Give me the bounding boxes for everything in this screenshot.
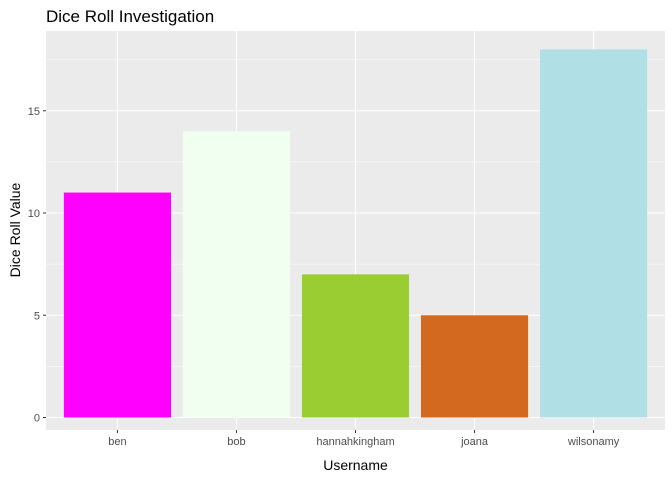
- x-tick-label: bob: [227, 436, 245, 448]
- bar-wilsonamy: [540, 49, 648, 418]
- x-tick-label: ben: [108, 436, 126, 448]
- y-tick-label: 15: [28, 106, 40, 118]
- y-axis-title: Dice Roll Value: [7, 182, 23, 277]
- x-tick-label: joana: [460, 436, 489, 448]
- bar-bob: [182, 131, 291, 418]
- x-axis-title: Username: [323, 457, 388, 473]
- y-tick-label: 0: [34, 413, 40, 425]
- bar-joana: [420, 315, 529, 418]
- x-tick-label: wilsonamy: [567, 436, 620, 448]
- bars: [63, 49, 648, 418]
- bar-hannahkingham: [301, 274, 410, 418]
- chart-title: Dice Roll Investigation: [46, 7, 214, 26]
- y-axis-ticks: 0 5 10 15: [28, 106, 46, 425]
- y-tick-label: 5: [34, 310, 40, 322]
- bar-ben: [63, 192, 171, 418]
- y-tick-label: 10: [28, 208, 40, 220]
- x-axis-ticks: ben bob hannahkingham joana wilsonamy: [108, 430, 620, 448]
- x-tick-label: hannahkingham: [316, 436, 394, 448]
